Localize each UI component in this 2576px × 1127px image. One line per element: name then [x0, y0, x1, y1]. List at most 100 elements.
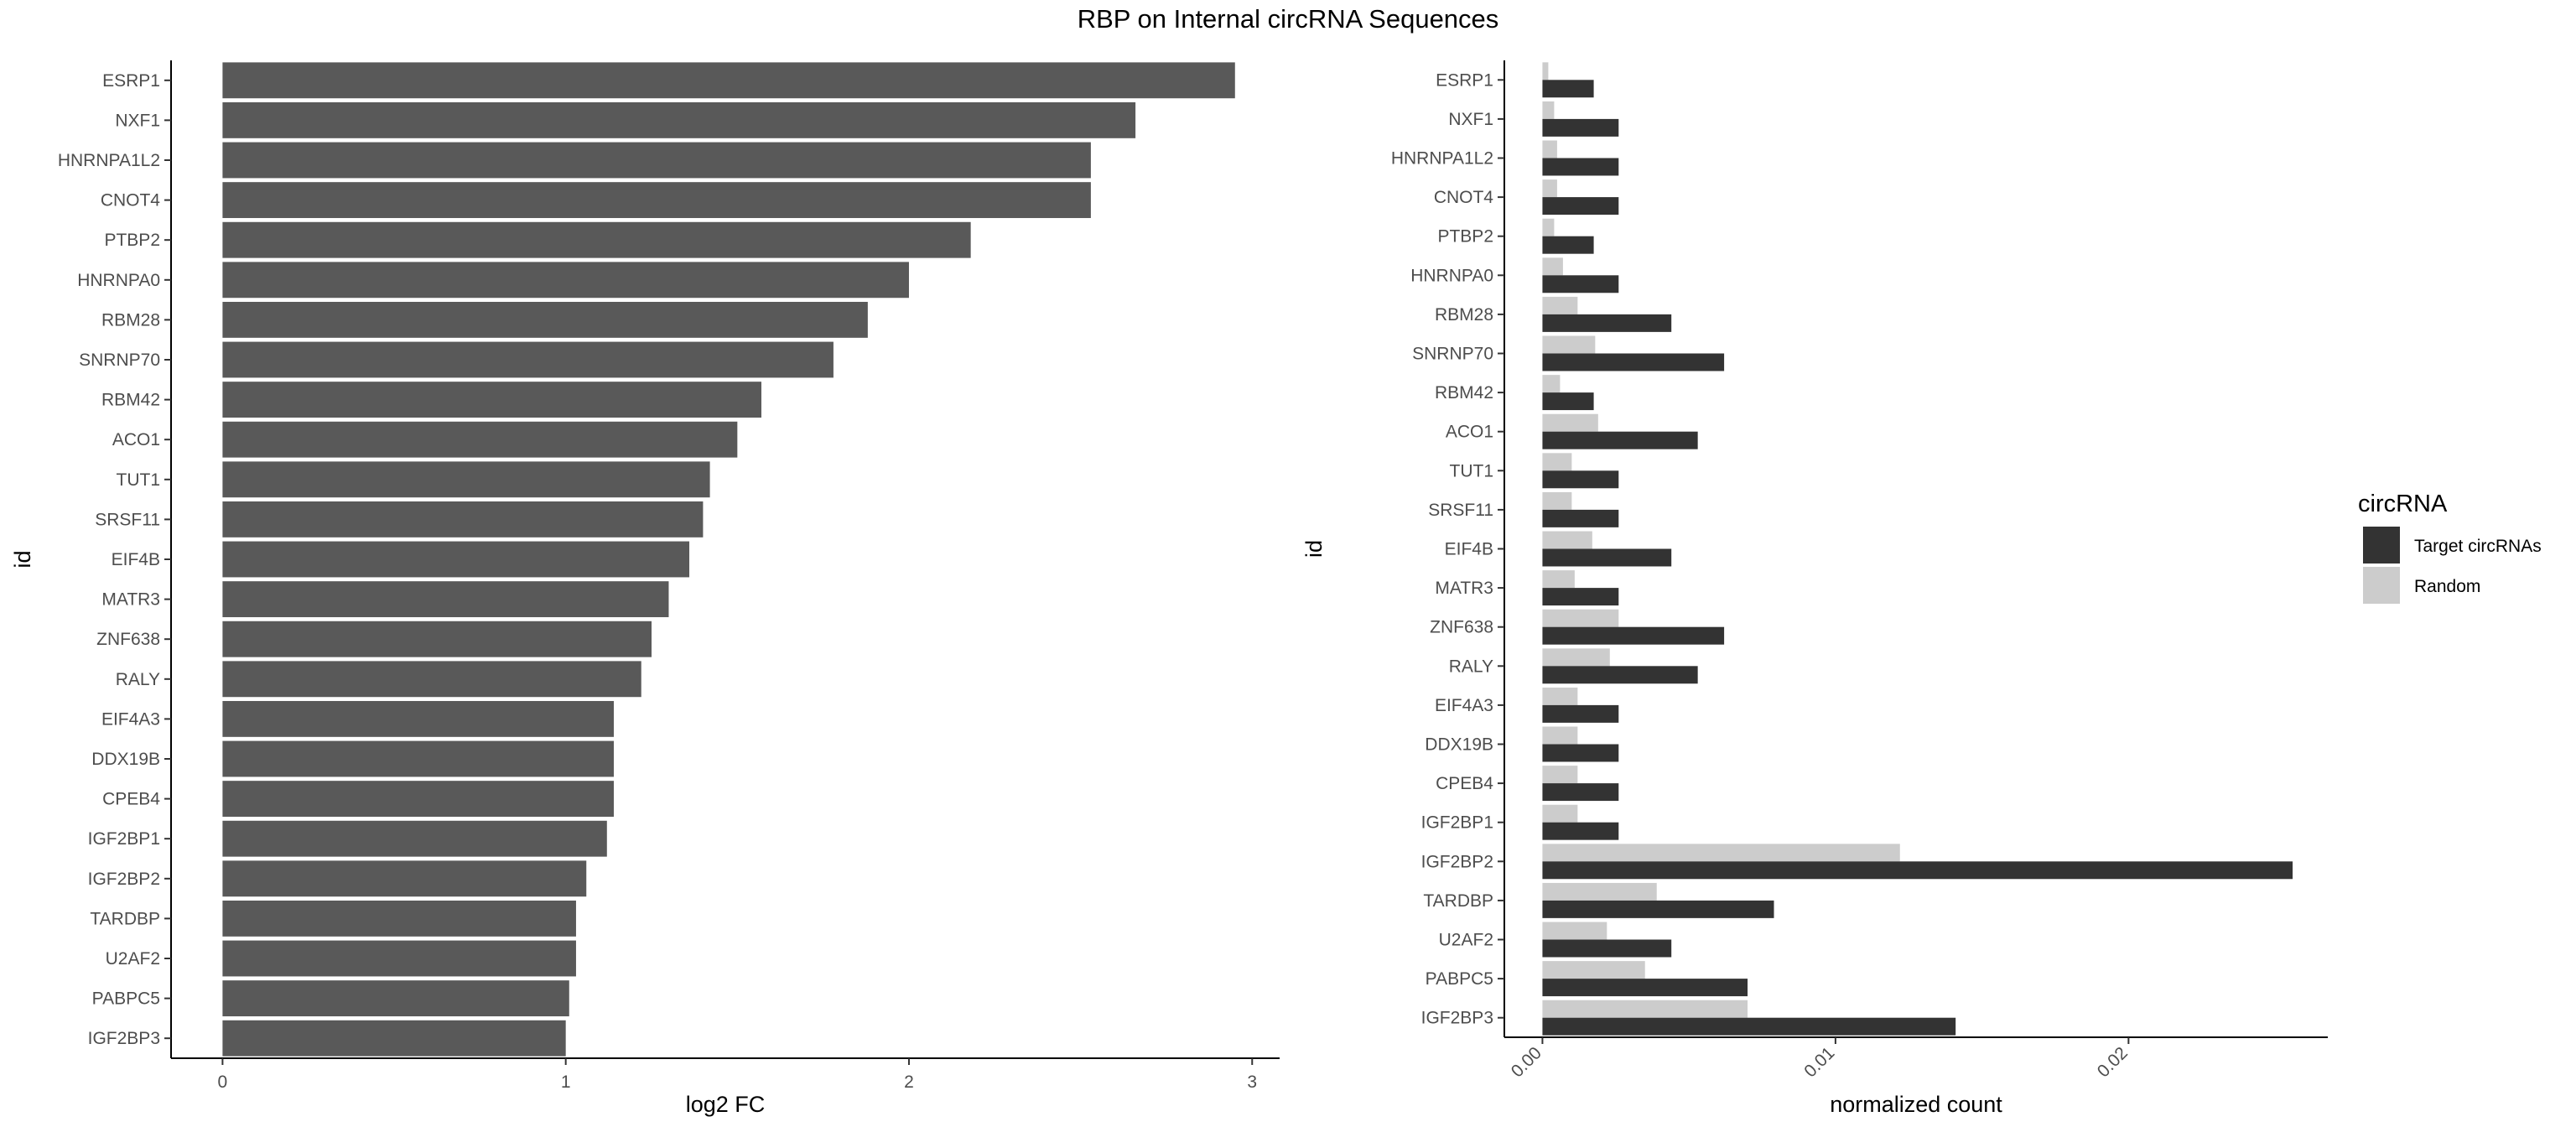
y-tick-label-ptbp2: PTBP2 [1437, 227, 1493, 247]
bar-ptbp2 [222, 221, 971, 258]
bar-target-nxf1 [1542, 118, 1619, 137]
bar-esrp1 [222, 62, 1235, 99]
y-tick-label-u2af2: U2AF2 [106, 949, 160, 969]
y-tick-label-ptbp2: PTBP2 [104, 231, 160, 250]
bar-hnrnpa0 [222, 262, 909, 299]
bar-target-rbm42 [1542, 392, 1594, 411]
bar-target-igf2bp2 [1542, 861, 2293, 880]
log2fc-bar-panel: ESRP1 NXF1 HNRNPA1L2 CNOT4 PTBP2 HNRNPA0 RBM28… [10, 60, 1280, 1117]
y-tick-label-raly: RALY [116, 670, 160, 689]
legend-label-random: Random [2414, 577, 2480, 596]
y-tick-label-hnrnpa1l2: HNRNPA1L2 [1391, 149, 1493, 169]
y-tick-label-snrnp70: SNRNP70 [79, 351, 160, 370]
bar-random-pabpc5 [1542, 961, 1645, 979]
y-tick-label-rbm42: RBM42 [1435, 383, 1493, 402]
bar-random-matr3 [1542, 570, 1575, 589]
bar-target-cnot4 [1542, 197, 1619, 216]
bar-random-snrnp70 [1542, 335, 1596, 354]
y-tick-label-srsf11: SRSF11 [95, 510, 160, 529]
y-tick-label-cnot4: CNOT4 [101, 191, 160, 210]
y-tick-label-esrp1: ESRP1 [1436, 70, 1493, 90]
y-axis-title: id [1301, 540, 1327, 558]
y-tick-label-nxf1: NXF1 [1448, 110, 1493, 129]
y-tick-label-snrnp70: SNRNP70 [1412, 345, 1493, 364]
y-tick-label-eif4b: EIF4B [1445, 540, 1493, 559]
bar-target-raly [1542, 666, 1698, 684]
y-tick-label-znf638: ZNF638 [96, 630, 160, 649]
y-tick-label-nxf1: NXF1 [115, 111, 160, 130]
y-tick-label-igf2bp1: IGF2BP1 [1421, 813, 1493, 833]
bar-nxf1 [222, 101, 1136, 138]
y-tick-label-igf2bp2: IGF2BP2 [1421, 852, 1493, 871]
bar-random-znf638 [1542, 609, 1619, 627]
bar-random-igf2bp2 [1542, 844, 1900, 862]
bar-target-ptbp2 [1542, 236, 1594, 254]
bar-random-cpeb4 [1542, 766, 1578, 784]
bar-cpeb4 [222, 781, 614, 818]
y-tick-label-znf638: ZNF638 [1430, 618, 1493, 637]
bar-target-eif4a3 [1542, 704, 1619, 723]
bar-rbm28 [222, 301, 868, 338]
x-tick-label: 0.02 [2094, 1043, 2132, 1081]
bar-target-pabpc5 [1542, 979, 1748, 997]
y-tick-label-igf2bp2: IGF2BP2 [88, 870, 160, 889]
y-tick-label-cpeb4: CPEB4 [1436, 774, 1493, 793]
bar-target-matr3 [1542, 588, 1619, 606]
legend-title: circRNA [2358, 491, 2448, 517]
y-tick-label-eif4a3: EIF4A3 [1435, 696, 1493, 715]
bar-eif4b [222, 541, 690, 578]
bar-target-znf638 [1542, 626, 1725, 645]
y-tick-label-srsf11: SRSF11 [1428, 501, 1493, 520]
bar-random-raly [1542, 648, 1610, 667]
bar-random-rbm42 [1542, 375, 1561, 393]
y-tick-label-aco1: ACO1 [1446, 423, 1493, 442]
x-axis-title: normalized count [1830, 1092, 2002, 1117]
y-tick-label-hnrnpa0: HNRNPA0 [1410, 266, 1493, 285]
bar-random-srsf11 [1542, 491, 1572, 510]
x-tick-label: 0.01 [1800, 1043, 1838, 1081]
y-tick-label-raly: RALY [1449, 657, 1493, 676]
x-tick-label: 1 [561, 1072, 571, 1092]
bar-igf2bp1 [222, 820, 607, 857]
bar-pabpc5 [222, 980, 569, 1017]
bar-hnrnpa1l2 [222, 142, 1091, 179]
bar-target-eif4b [1542, 548, 1672, 567]
bar-cnot4 [222, 182, 1091, 219]
bar-igf2bp2 [222, 860, 587, 897]
bar-srsf11 [222, 501, 704, 538]
bar-matr3 [222, 581, 669, 618]
y-tick-label-ddx19b: DDX19B [1425, 735, 1493, 755]
bar-target-hnrnpa0 [1542, 275, 1619, 293]
bar-target-tardbp [1542, 900, 1774, 918]
y-tick-label-cpeb4: CPEB4 [102, 790, 160, 809]
y-tick-label-tut1: TUT1 [1450, 461, 1494, 480]
bar-target-srsf11 [1542, 509, 1619, 527]
bar-random-tardbp [1542, 882, 1657, 901]
y-tick-label-tardbp: TARDBP [1423, 891, 1493, 911]
y-tick-label-tut1: TUT1 [117, 470, 161, 490]
y-tick-label-matr3: MATR3 [1435, 579, 1493, 598]
bar-random-igf2bp3 [1542, 1000, 1748, 1018]
y-axis-title: id [10, 550, 35, 568]
bar-random-igf2bp1 [1542, 804, 1578, 823]
y-tick-label-esrp1: ESRP1 [102, 71, 160, 91]
y-tick-label-rbm28: RBM28 [1435, 305, 1493, 325]
bar-random-rbm28 [1542, 296, 1578, 314]
bar-random-cnot4 [1542, 179, 1557, 198]
bar-random-nxf1 [1542, 101, 1555, 119]
bar-random-ddx19b [1542, 726, 1578, 745]
bar-random-esrp1 [1542, 62, 1549, 80]
bar-target-igf2bp1 [1542, 822, 1619, 840]
chart-title: RBP on Internal circRNA Sequences [1078, 4, 1499, 34]
y-tick-label-pabpc5: PABPC5 [1426, 969, 1493, 989]
bar-snrnp70 [222, 341, 834, 378]
x-tick-label: 3 [1247, 1072, 1257, 1092]
normalized-count-bar-panel: ESRP1 NXF1 HNRNPA1L2 CNOT4 PTBP2 HNRNPA0 RBM28… [1301, 60, 2328, 1117]
bar-target-rbm28 [1542, 314, 1672, 332]
y-tick-label-igf2bp1: IGF2BP1 [88, 829, 160, 849]
y-tick-label-rbm42: RBM42 [101, 391, 160, 410]
x-axis-title: log2 FC [686, 1092, 766, 1117]
y-tick-label-aco1: ACO1 [112, 430, 160, 449]
y-tick-label-hnrnpa0: HNRNPA0 [77, 271, 160, 290]
